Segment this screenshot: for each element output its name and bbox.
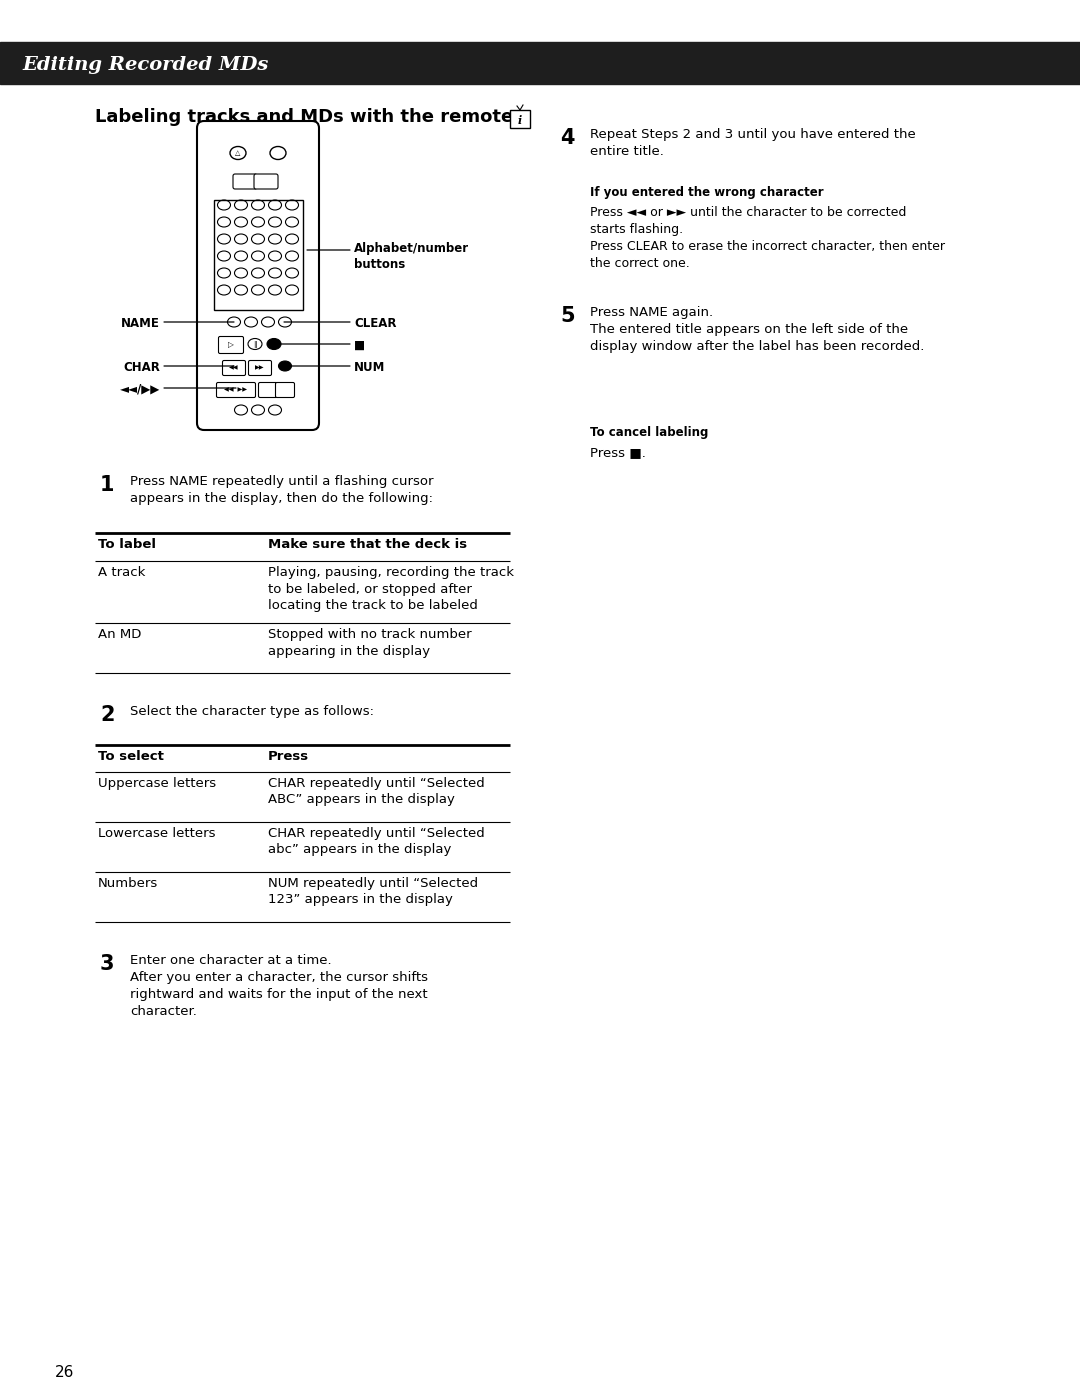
Ellipse shape bbox=[279, 360, 292, 372]
Text: NUM repeatedly until “Selected
123” appears in the display: NUM repeatedly until “Selected 123” appe… bbox=[268, 877, 478, 907]
Text: ◀◀  ▶▶: ◀◀ ▶▶ bbox=[225, 387, 247, 393]
Text: Stopped with no track number
appearing in the display: Stopped with no track number appearing i… bbox=[268, 629, 472, 658]
FancyBboxPatch shape bbox=[216, 383, 256, 398]
FancyBboxPatch shape bbox=[233, 175, 257, 189]
Text: NAME: NAME bbox=[121, 317, 160, 330]
Text: A track: A track bbox=[98, 566, 146, 578]
Bar bbox=[0, 42, 1080, 84]
FancyBboxPatch shape bbox=[197, 122, 319, 430]
Text: CHAR repeatedly until “Selected
ABC” appears in the display: CHAR repeatedly until “Selected ABC” app… bbox=[268, 777, 485, 806]
Text: Enter one character at a time.
After you enter a character, the cursor shifts
ri: Enter one character at a time. After you… bbox=[130, 954, 428, 1018]
Text: ▷: ▷ bbox=[228, 341, 234, 349]
Text: Press NAME repeatedly until a flashing cursor
appears in the display, then do th: Press NAME repeatedly until a flashing c… bbox=[130, 475, 433, 504]
Text: CLEAR: CLEAR bbox=[354, 317, 396, 330]
Text: Labeling tracks and MDs with the remote: Labeling tracks and MDs with the remote bbox=[95, 108, 513, 126]
Text: ■: ■ bbox=[354, 339, 365, 352]
Text: Press ■.: Press ■. bbox=[590, 446, 646, 460]
Text: 1: 1 bbox=[100, 475, 114, 495]
Text: 26: 26 bbox=[55, 1365, 75, 1380]
FancyBboxPatch shape bbox=[258, 383, 278, 398]
Text: ◀◀: ◀◀ bbox=[229, 366, 239, 370]
Text: △: △ bbox=[235, 149, 241, 156]
Ellipse shape bbox=[267, 338, 281, 349]
Text: If you entered the wrong character: If you entered the wrong character bbox=[590, 186, 824, 198]
Text: Press: Press bbox=[268, 750, 309, 763]
FancyBboxPatch shape bbox=[248, 360, 271, 376]
Text: An MD: An MD bbox=[98, 629, 141, 641]
FancyBboxPatch shape bbox=[218, 337, 243, 353]
Text: To label: To label bbox=[98, 538, 156, 550]
FancyBboxPatch shape bbox=[254, 175, 278, 189]
Text: 5: 5 bbox=[561, 306, 575, 326]
Text: Lowercase letters: Lowercase letters bbox=[98, 827, 216, 840]
FancyBboxPatch shape bbox=[222, 360, 245, 376]
Text: 3: 3 bbox=[100, 954, 114, 974]
Bar bbox=[510, 110, 530, 129]
Text: Make sure that the deck is: Make sure that the deck is bbox=[268, 538, 468, 550]
Text: ◄◄/▶▶: ◄◄/▶▶ bbox=[120, 383, 160, 395]
Text: i: i bbox=[518, 116, 522, 127]
Text: Press NAME again.
The entered title appears on the left side of the
display wind: Press NAME again. The entered title appe… bbox=[590, 306, 924, 353]
Text: 2: 2 bbox=[100, 705, 114, 725]
Text: To select: To select bbox=[98, 750, 164, 763]
Text: CHAR: CHAR bbox=[123, 360, 160, 374]
Text: Alphabet/number
buttons: Alphabet/number buttons bbox=[354, 242, 469, 271]
Text: Press ◄◄ or ►► until the character to be corrected
starts flashing.
Press CLEAR : Press ◄◄ or ►► until the character to be… bbox=[590, 205, 945, 270]
Text: CHAR repeatedly until “Selected
abc” appears in the display: CHAR repeatedly until “Selected abc” app… bbox=[268, 827, 485, 856]
Bar bbox=[214, 200, 302, 310]
Text: Repeat Steps 2 and 3 until you have entered the
entire title.: Repeat Steps 2 and 3 until you have ente… bbox=[590, 129, 916, 158]
Text: Numbers: Numbers bbox=[98, 877, 159, 890]
Text: Select the character type as follows:: Select the character type as follows: bbox=[130, 705, 374, 718]
Text: Editing Recorded MDs: Editing Recorded MDs bbox=[22, 56, 268, 74]
Text: Uppercase letters: Uppercase letters bbox=[98, 777, 216, 789]
Text: To cancel labeling: To cancel labeling bbox=[590, 426, 708, 439]
Text: NUM: NUM bbox=[354, 360, 386, 374]
Text: ▶▶: ▶▶ bbox=[255, 366, 265, 370]
Text: Playing, pausing, recording the track
to be labeled, or stopped after
locating t: Playing, pausing, recording the track to… bbox=[268, 566, 514, 612]
Text: ||: || bbox=[253, 341, 257, 348]
FancyBboxPatch shape bbox=[275, 383, 295, 398]
Text: 4: 4 bbox=[561, 129, 575, 148]
